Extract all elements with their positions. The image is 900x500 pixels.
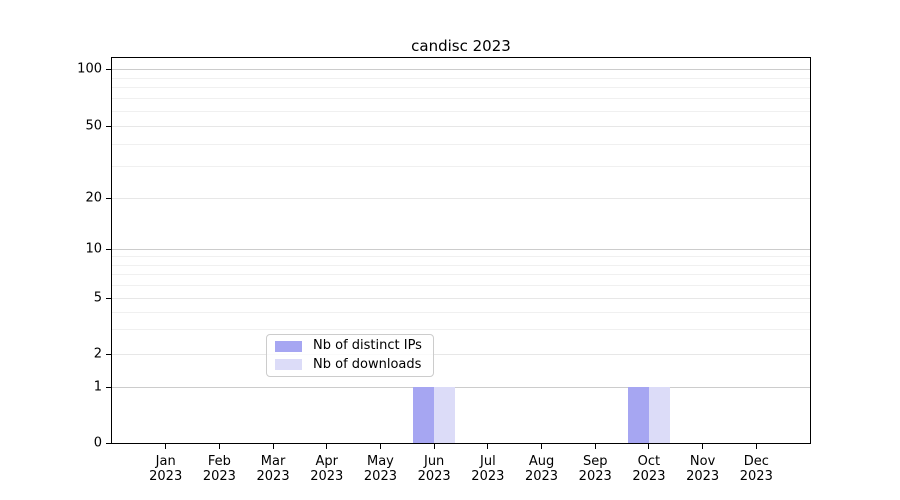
legend-entry: Nb of distinct IPs: [267, 339, 433, 353]
minor-gridline: [112, 285, 810, 286]
legend-label: Nb of downloads: [313, 356, 422, 372]
x-tick-month: Apr: [315, 454, 339, 469]
x-tick-month: Feb: [207, 454, 231, 469]
x-tick-label: May 2023: [364, 454, 397, 484]
bar-downloads: [649, 387, 670, 443]
x-tick-year: 2023: [149, 469, 183, 484]
y-tick-label: 20: [85, 190, 102, 206]
minor-gridline: [112, 166, 810, 167]
minor-gridline: [112, 78, 810, 79]
x-tick: [272, 444, 274, 449]
chart-title: candisc 2023: [411, 37, 511, 55]
mid-gridline: [112, 198, 810, 199]
x-tick-label: Sep 2023: [579, 454, 612, 484]
x-tick-year: 2023: [471, 469, 505, 484]
y-tick: [106, 249, 111, 250]
minor-gridline: [112, 312, 810, 313]
x-tick-label: Apr 2023: [310, 454, 343, 484]
x-tick-month: Jan: [155, 454, 176, 469]
bar-distinct-ips: [628, 387, 649, 443]
x-tick-label: Jan 2023: [149, 454, 182, 484]
x-tick-label: Oct 2023: [632, 454, 665, 484]
y-tick: [106, 69, 111, 70]
x-tick-month: Aug: [528, 454, 555, 469]
x-tick: [594, 444, 596, 449]
x-tick: [165, 444, 167, 449]
x-tick-label: Aug 2023: [525, 454, 558, 484]
y-tick: [106, 387, 111, 388]
y-tick-label: 10: [85, 241, 102, 257]
x-tick: [541, 444, 543, 449]
x-tick-month: May: [367, 454, 394, 469]
x-tick-year: 2023: [739, 469, 773, 484]
x-tick-label: Dec 2023: [740, 454, 773, 484]
plot-area: 0 1 2 5 10 20 50 100 Jan 2023 Feb 2023 Mar 2023 Apr 202…: [77, 57, 811, 484]
x-tick-year: 2023: [256, 469, 290, 484]
x-tick-year: 2023: [202, 469, 236, 484]
x-tick: [433, 444, 435, 449]
y-tick: [106, 198, 111, 199]
y-tick: [106, 443, 111, 444]
x-tick-year: 2023: [632, 469, 666, 484]
x-tick-month: Nov: [689, 454, 716, 469]
x-tick: [326, 444, 328, 449]
minor-gridline: [112, 144, 810, 145]
minor-gridline: [112, 87, 810, 88]
x-tick-month: Sep: [582, 454, 608, 469]
minor-gridline: [112, 274, 810, 275]
legend: Nb of distinct IPs Nb of downloads: [266, 334, 434, 377]
x-tick-label: Mar 2023: [257, 454, 290, 484]
x-tick-label: Jun 2023: [418, 454, 451, 484]
y-tick-label: 100: [77, 61, 102, 77]
x-tick: [218, 444, 220, 449]
y-tick: [106, 354, 111, 355]
minor-gridline: [112, 265, 810, 266]
y-tick: [106, 298, 111, 299]
x-tick: [487, 444, 489, 449]
x-tick-label: Nov 2023: [686, 454, 719, 484]
x-tick-label: Feb 2023: [203, 454, 236, 484]
x-tick: [379, 444, 381, 449]
y-tick-label: 5: [93, 290, 102, 306]
minor-gridline: [112, 329, 810, 330]
x-tick-year: 2023: [363, 469, 397, 484]
mid-gridline: [112, 298, 810, 299]
x-tick-month: Oct: [637, 454, 661, 469]
mid-gridline: [112, 126, 810, 127]
y-tick-label: 1: [93, 379, 102, 395]
legend-swatch: [275, 340, 302, 352]
x-tick-month: Jun: [423, 454, 445, 469]
x-tick-label: Jul 2023: [471, 454, 504, 484]
x-tick: [648, 444, 650, 449]
x-tick-year: 2023: [686, 469, 720, 484]
legend-swatch: [275, 359, 302, 371]
y-tick-label: 0: [93, 435, 102, 451]
major-gridline: [112, 69, 810, 70]
y-tick-label: 2: [93, 346, 102, 362]
x-tick-month: Dec: [743, 454, 769, 469]
x-tick-year: 2023: [310, 469, 344, 484]
major-gridline: [112, 249, 810, 250]
x-tick: [755, 444, 757, 449]
legend-label: Nb of distinct IPs: [313, 338, 422, 354]
x-tick-year: 2023: [578, 469, 612, 484]
x-tick-month: Mar: [260, 454, 286, 469]
bar-distinct-ips: [413, 387, 434, 443]
bar-downloads: [434, 387, 455, 443]
x-tick-year: 2023: [417, 469, 451, 484]
x-tick-month: Jul: [480, 454, 496, 469]
legend-entry: Nb of downloads: [267, 356, 433, 372]
x-tick-year: 2023: [524, 469, 559, 484]
minor-gridline: [112, 98, 810, 99]
minor-gridline: [112, 256, 810, 257]
y-tick-label: 50: [85, 118, 102, 134]
mid-gridline: [112, 354, 810, 355]
x-tick: [702, 444, 704, 449]
major-gridline: [112, 387, 810, 388]
minor-gridline: [112, 111, 810, 112]
y-tick: [106, 126, 111, 127]
